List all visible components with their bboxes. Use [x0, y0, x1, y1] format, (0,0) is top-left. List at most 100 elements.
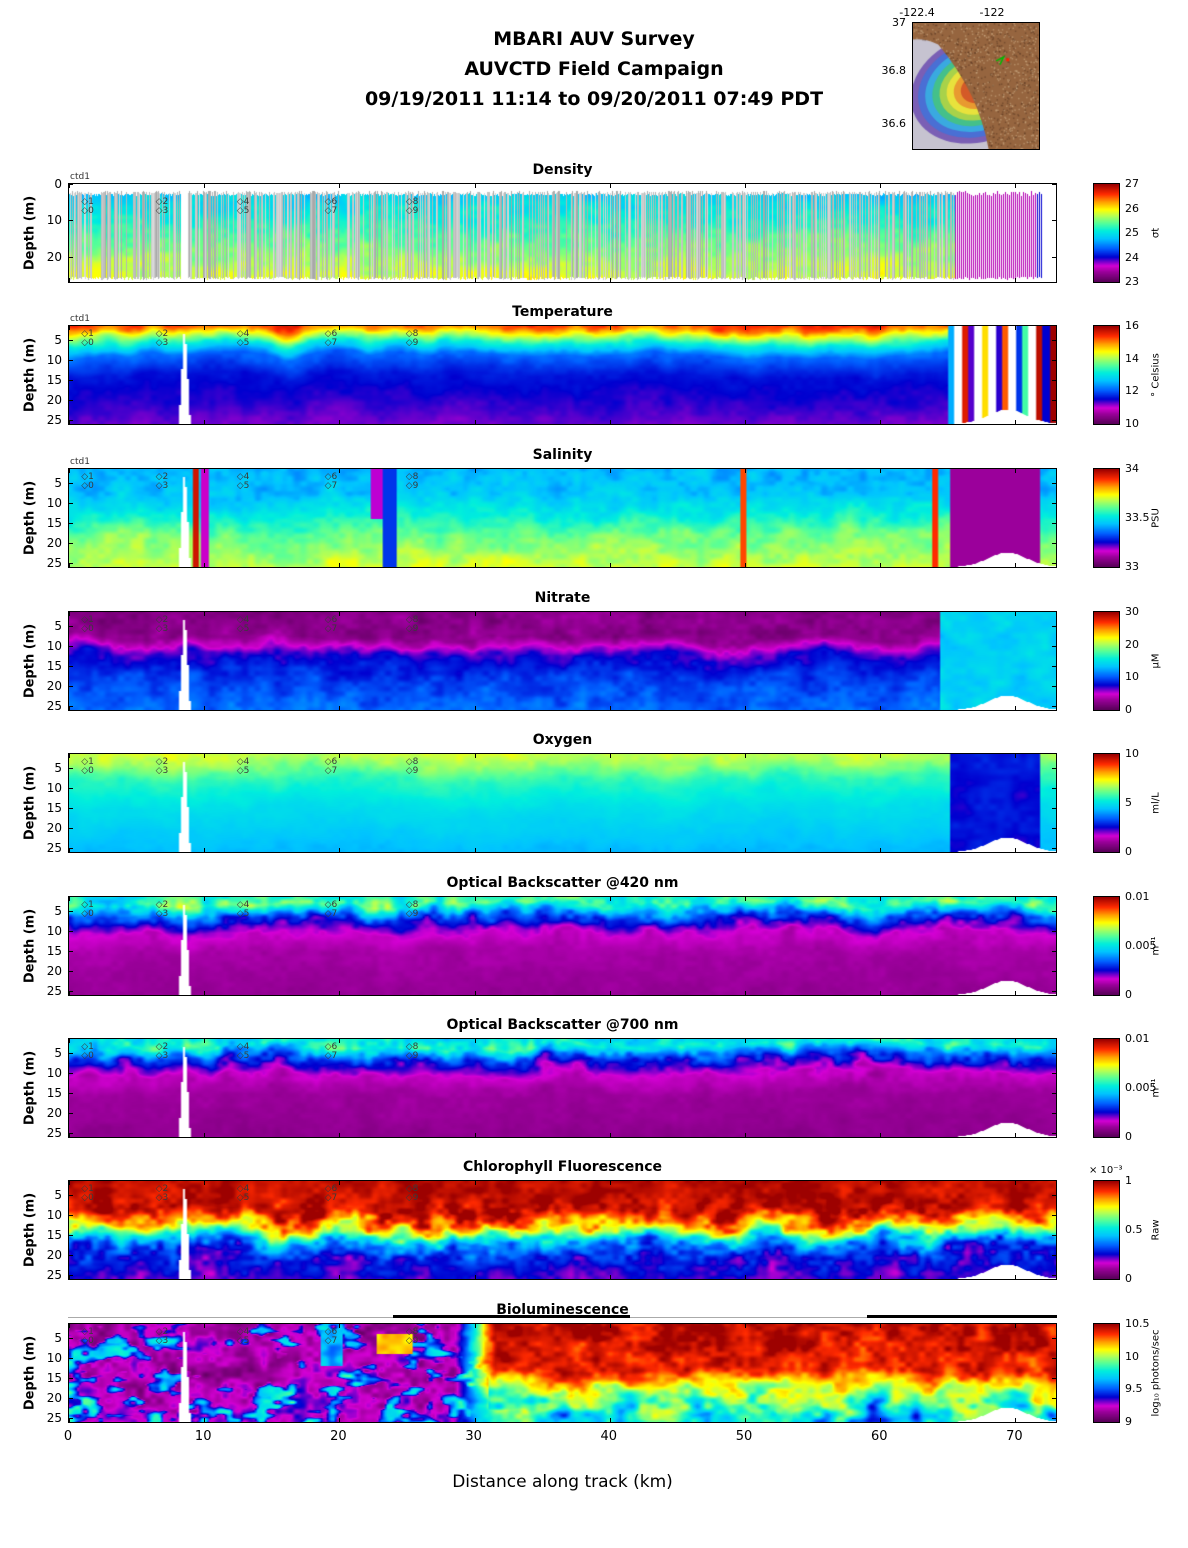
y-tick-label: 10 — [46, 924, 62, 938]
x-tick — [1015, 563, 1016, 567]
colorbar-unit-bioluminescence: log₁₀ photons/sec — [1150, 1329, 1162, 1417]
y-tick — [1052, 808, 1056, 809]
figure-date-range: 09/19/2011 11:14 to 09/20/2011 07:49 PDT — [364, 88, 824, 110]
x-tick — [1015, 612, 1016, 616]
waypoint-label: ◇3 — [155, 624, 169, 634]
x-tick — [1015, 1039, 1016, 1043]
waypoint-label: ◇1 — [81, 197, 94, 207]
x-tick — [880, 897, 881, 901]
y-tick — [1052, 257, 1056, 258]
y-tick-label: 25 — [46, 841, 62, 855]
colorbar-unit-nitrate: μM — [1150, 653, 1162, 669]
waypoint-label: ◇2 — [155, 757, 169, 767]
panel-title-temperature: Temperature — [512, 304, 613, 320]
y-tick — [69, 523, 73, 524]
y-tick-label: 20 — [46, 536, 62, 550]
x-tick — [69, 326, 70, 330]
x-tick — [1015, 420, 1016, 424]
y-tick-label: 15 — [46, 516, 62, 530]
x-tick — [339, 1181, 340, 1185]
y-tick — [1052, 503, 1056, 504]
x-tick — [475, 612, 476, 616]
colorbar-unit-optical-backscatter-700-nm: m⁻¹ — [1150, 1078, 1162, 1098]
waypoint-label: ◇3 — [155, 766, 169, 776]
x-tick — [745, 991, 746, 995]
y-tick — [1052, 848, 1056, 849]
colorbar-canvas-chlorophyll-fluorescence — [1094, 1181, 1119, 1279]
y-tick — [1052, 1195, 1056, 1196]
colorbar-canvas-optical-backscatter-700-nm — [1094, 1039, 1119, 1137]
x-tick — [69, 278, 70, 282]
x-tick-label: 30 — [465, 1429, 482, 1444]
x-tick — [745, 326, 746, 330]
panel-title-nitrate: Nitrate — [534, 590, 591, 606]
y-tick-label: 15 — [46, 1228, 62, 1242]
waypoint-label: ◇2 — [155, 1042, 169, 1052]
y-tick — [1052, 646, 1056, 647]
waypoint-label: ◇0 — [81, 766, 94, 776]
source-label-salinity: ctd1 — [70, 457, 90, 467]
heatmap-oxygen: ◇1 ◇0 ◇2 ◇3 ◇4 ◇5 ◇6 ◇7 ◇8 ◇9 — [68, 753, 1057, 853]
colorbar-unit-density: σt — [1150, 227, 1162, 239]
waypoint-label: ◇5 — [236, 206, 250, 216]
x-tick — [745, 1133, 746, 1137]
x-tick — [880, 1039, 881, 1043]
waypoint-label: ◇2 — [155, 900, 169, 910]
colorbar-tick-label: 10.5 — [1125, 1317, 1150, 1330]
colorbar-canvas-salinity — [1094, 469, 1119, 567]
x-tick — [475, 278, 476, 282]
y-tick — [1052, 911, 1056, 912]
x-tick — [339, 754, 340, 758]
colorbar-unit-oxygen: ml/L — [1150, 792, 1162, 814]
waypoint-label: ◇7 — [324, 909, 338, 919]
panel-title-salinity: Salinity — [532, 447, 593, 463]
y-tick — [69, 1195, 73, 1196]
x-tick — [204, 897, 205, 901]
waypoint-label: ◇9 — [405, 481, 419, 491]
y-tick — [1052, 626, 1056, 627]
colorbar-canvas-density — [1094, 184, 1119, 282]
y-tick-label: 5 — [54, 1046, 62, 1060]
waypoint-label: ◇9 — [405, 1336, 419, 1346]
x-tick — [339, 563, 340, 567]
x-tick — [745, 612, 746, 616]
y-tick — [69, 971, 73, 972]
x-tick — [610, 1133, 611, 1137]
waypoint-label: ◇0 — [81, 338, 94, 348]
colorbar-canvas-bioluminescence — [1094, 1324, 1119, 1422]
waypoint-label: ◇9 — [405, 338, 419, 348]
y-tick — [69, 360, 73, 361]
waypoint-label: ◇0 — [81, 481, 94, 491]
map-inset — [912, 22, 1040, 150]
x-tick-label: 40 — [600, 1429, 618, 1444]
x-tick — [475, 1275, 476, 1279]
colorbar-canvas-nitrate — [1094, 612, 1119, 710]
x-tick — [610, 1324, 611, 1328]
colorbar-oxygen — [1093, 753, 1120, 853]
y-tick — [69, 1418, 73, 1419]
x-tick-label: 10 — [194, 1429, 212, 1444]
x-tick — [204, 563, 205, 567]
waypoint-label: ◇3 — [155, 206, 169, 216]
y-tick-label: 10 — [46, 213, 62, 227]
y-tick — [1052, 1113, 1056, 1114]
y-tick — [69, 911, 73, 912]
y-tick — [69, 828, 73, 829]
x-tick — [69, 469, 70, 473]
colorbar-tick-label: 30 — [1125, 605, 1139, 618]
waypoint-label: ◇4 — [236, 1327, 250, 1337]
y-tick — [1052, 1215, 1056, 1216]
waypoint-label: ◇7 — [324, 1336, 338, 1346]
y-tick — [69, 1358, 73, 1359]
y-tick — [69, 1398, 73, 1399]
colorbar-tick-label: 1 — [1125, 1174, 1132, 1187]
map-lon-tick-label: -122.4 — [899, 6, 935, 19]
y-tick — [69, 808, 73, 809]
colorbar-tick-label: 9.5 — [1125, 1382, 1143, 1396]
waypoint-label: ◇9 — [405, 624, 419, 634]
y-tick-label: 5 — [54, 1188, 62, 1202]
y-tick — [1052, 666, 1056, 667]
x-tick — [204, 706, 205, 710]
colorbar-canvas-temperature — [1094, 326, 1119, 424]
colorbar-tick-label: 0 — [1125, 703, 1132, 716]
